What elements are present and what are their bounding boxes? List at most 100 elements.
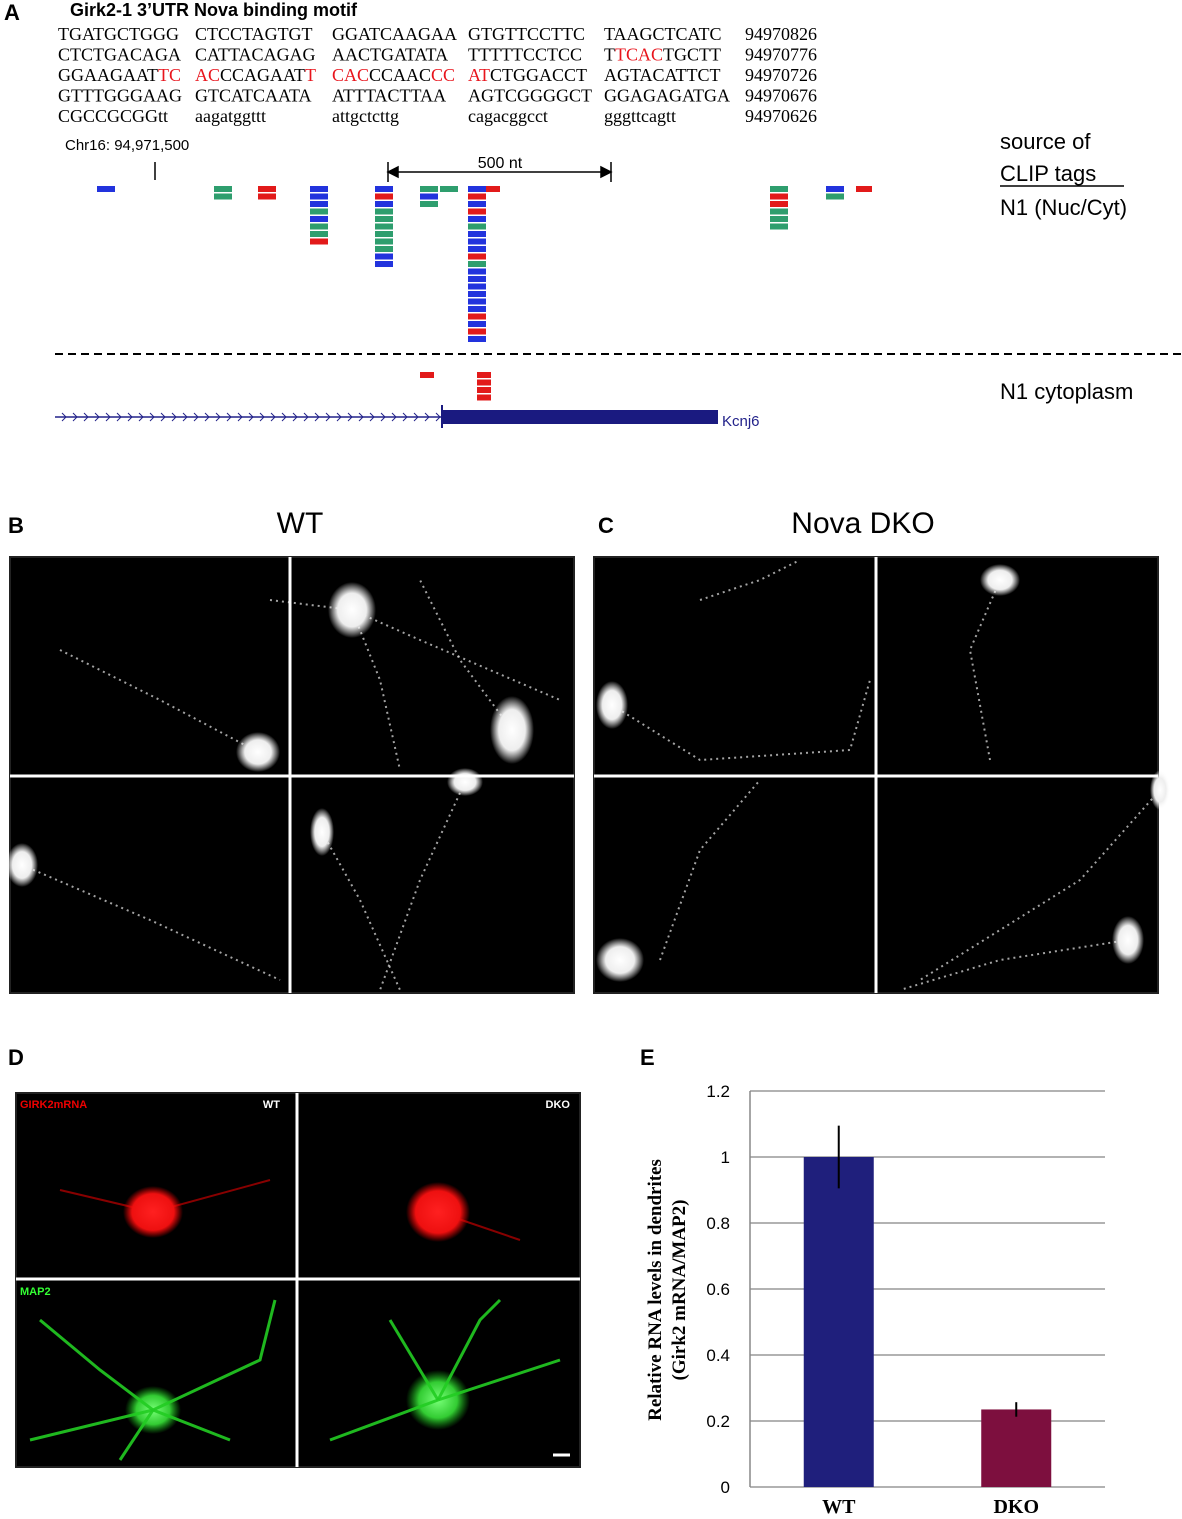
clip-tag	[375, 216, 393, 222]
clip-tag	[420, 193, 438, 200]
cell-body	[123, 1186, 183, 1238]
sequence-segment: AACTGATATA	[332, 45, 448, 65]
clip-tag	[375, 231, 393, 237]
clip-tag	[477, 387, 491, 393]
sequence-segment: GGAGAGATGA	[604, 86, 730, 106]
y-tick-label: 1	[721, 1148, 730, 1167]
clip-tag	[420, 372, 434, 378]
sequence-segment: GTCATCAATA	[195, 86, 312, 106]
clip-tag	[468, 336, 486, 342]
cell-body	[236, 732, 280, 772]
bar	[981, 1409, 1052, 1487]
clip-tag	[477, 394, 491, 401]
clip-tag	[770, 201, 788, 207]
dendrite	[437, 1358, 561, 1402]
sequence-segment: attgctcttg	[332, 106, 399, 126]
sequence-segment: TGATGCTGGG	[58, 24, 179, 44]
clip-tag	[477, 372, 491, 378]
clip-tag	[468, 306, 486, 312]
y-axis-label: (Girk2 mRNA/MAP2)	[669, 1200, 690, 1381]
clip-tag	[258, 193, 276, 200]
sequence-segment: TCAC	[615, 45, 663, 65]
sequence-segment: TTTTTCCTCC	[468, 45, 582, 65]
dendrite	[21, 864, 281, 981]
clip-tag	[420, 186, 438, 192]
scale-label: 500 nt	[478, 155, 523, 172]
clip-tag	[310, 186, 328, 192]
clip-tag	[468, 313, 486, 320]
sequence-segment: CCAAC	[369, 65, 431, 85]
panel-label: A	[4, 0, 20, 25]
sequence-segment: GTTTGGGAAG	[58, 86, 182, 106]
sequence-segment: TGCTT	[663, 45, 721, 65]
y-tick-label: 0.8	[706, 1214, 730, 1233]
sequence-position: 94970726	[745, 65, 817, 85]
clip-tag	[310, 193, 328, 200]
clip-tag	[468, 276, 486, 282]
bar-chart: 0 0.2 0.4 0.6 0.8 1 1.2 Relative RNA levels in …	[645, 1082, 1105, 1518]
clip-tag	[770, 208, 788, 215]
sequence-block: TGATGCTGGG CTCCTAGTGT GGATCAAGAA GTGTTCCTTC…	[58, 24, 817, 126]
sequence-group: TGATGCTGGG	[58, 24, 179, 44]
clip-tag	[310, 208, 328, 215]
sequence-segment: CAC	[332, 65, 369, 85]
dendrite	[899, 939, 1129, 991]
y-tick-label: 0.2	[706, 1412, 730, 1431]
clip-tag	[375, 253, 393, 260]
track-label: N1 (Nuc/Cyt)	[1000, 195, 1127, 220]
dendrite	[59, 649, 259, 753]
clip-tag	[258, 186, 276, 192]
sequence-segment: gggttcagtt	[604, 106, 676, 126]
clip-tag	[375, 208, 393, 215]
cell-body	[1150, 770, 1170, 810]
sequence-group: CGCCGCGGtt	[58, 106, 168, 126]
sequence-segment: TAAGCTCATC	[604, 24, 722, 44]
sequence-segment: AGTCGGGGCT	[468, 86, 592, 106]
dendrite	[968, 579, 1001, 761]
sequence-group: GTGTTCCTTC	[468, 24, 585, 44]
sequence-group: gggttcagtt	[604, 106, 676, 126]
clip-tag	[310, 201, 328, 207]
clip-tag	[375, 261, 393, 267]
stain-label: DKO	[546, 1099, 571, 1111]
sequence-segment: GGAAGAAT	[58, 65, 158, 85]
sequence-group: cagacggcct	[468, 106, 548, 126]
sequence-segment: T	[604, 45, 615, 65]
sequence-position: 94970626	[745, 106, 817, 126]
clip-tag	[468, 246, 486, 252]
clip-tag	[468, 253, 486, 260]
bar	[803, 1157, 874, 1487]
cell-body	[6, 843, 38, 887]
stain-label: GIRK2mRNA	[20, 1099, 87, 1111]
x-tick-label: WT	[822, 1496, 856, 1518]
y-axis-label: Relative RNA levels in dendrites	[645, 1159, 666, 1421]
x-tick-label: DKO	[993, 1496, 1039, 1518]
clip-tag	[856, 186, 872, 192]
cell-body	[310, 808, 334, 856]
clip-tag	[375, 193, 393, 200]
sequence-group: CTCTGACAGA	[58, 45, 181, 65]
clip-tag	[468, 208, 486, 215]
clip-tag	[97, 186, 115, 192]
clip-tag	[468, 193, 486, 200]
sequence-segment: CATTACAGAG	[195, 45, 316, 65]
clip-tag	[770, 223, 788, 230]
sequence-group: GTCATCAATA	[195, 86, 312, 106]
clip-tag	[375, 223, 393, 230]
sequence-segment: ATTTACTTAA	[332, 86, 446, 106]
clip-tag	[375, 186, 393, 192]
sequence-segment: CTGGACCT	[490, 65, 587, 85]
sequence-group: ACCCAGAATT	[195, 65, 316, 85]
clip-tag	[375, 246, 393, 252]
sequence-segment: CTCTGACAGA	[58, 45, 181, 65]
sequence-position: 94970776	[745, 45, 817, 65]
cell-body	[1112, 916, 1144, 964]
clip-tag	[486, 186, 500, 192]
sequence-group: TAAGCTCATC	[604, 24, 722, 44]
clip-tag	[440, 186, 458, 192]
gene-model	[55, 405, 718, 428]
cell-body	[328, 582, 376, 638]
source-label: source of	[1000, 129, 1091, 154]
sequence-segment: AGTACATTCT	[604, 65, 721, 85]
sequence-group: AACTGATATA	[332, 45, 448, 65]
